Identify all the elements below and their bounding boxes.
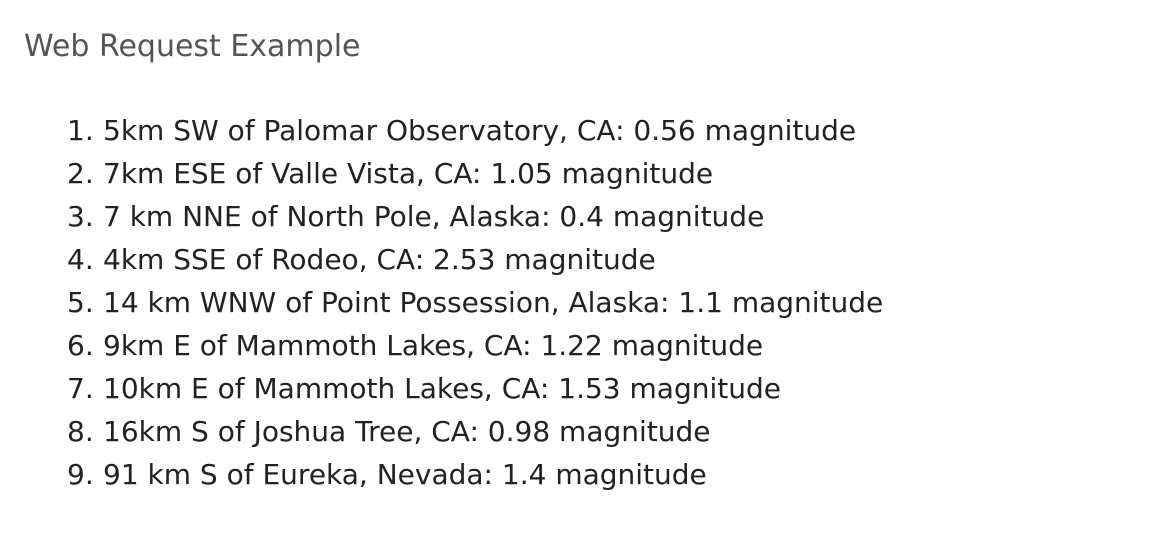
list-item: 1. 5km SW of Palomar Observatory, CA: 0.5… [67, 109, 883, 152]
earthquake-list: 1. 5km SW of Palomar Observatory, CA: 0.5… [67, 109, 883, 496]
list-item-text: 5km SW of Palomar Observatory, CA: 0.56 … [103, 114, 857, 147]
list-item-text: 4km SSE of Rodeo, CA: 2.53 magnitude [103, 243, 656, 276]
list-item-number: 7. [67, 372, 94, 405]
list-item: 4. 4km SSE of Rodeo, CA: 2.53 magnitude [67, 238, 883, 281]
list-item-text: 7km ESE of Valle Vista, CA: 1.05 magnitu… [103, 157, 714, 190]
list-item: 5. 14 km WNW of Point Possession, Alaska:… [67, 281, 883, 324]
list-item-number: 1. [67, 114, 94, 147]
list-item-text: 16km S of Joshua Tree, CA: 0.98 magnitud… [103, 415, 711, 448]
list-item: 3. 7 km NNE of North Pole, Alaska: 0.4 ma… [67, 195, 883, 238]
list-item-text: 9km E of Mammoth Lakes, CA: 1.22 magnitu… [103, 329, 764, 362]
list-item-number: 8. [67, 415, 94, 448]
list-item: 9. 91 km S of Eureka, Nevada: 1.4 magnitu… [67, 453, 883, 496]
list-item-number: 9. [67, 458, 94, 491]
list-item: 2. 7km ESE of Valle Vista, CA: 1.05 magni… [67, 152, 883, 195]
list-item-text: 7 km NNE of North Pole, Alaska: 0.4 magn… [103, 200, 765, 233]
list-item: 8. 16km S of Joshua Tree, CA: 0.98 magnit… [67, 410, 883, 453]
list-item-number: 3. [67, 200, 94, 233]
list-item: 6. 9km E of Mammoth Lakes, CA: 1.22 magni… [67, 324, 883, 367]
list-item-number: 5. [67, 286, 94, 319]
list-item-number: 2. [67, 157, 94, 190]
list-item-text: 91 km S of Eureka, Nevada: 1.4 magnitude [103, 458, 707, 491]
page-title: Web Request Example [24, 29, 361, 64]
list-item: 7. 10km E of Mammoth Lakes, CA: 1.53 magn… [67, 367, 883, 410]
list-item-text: 14 km WNW of Point Possession, Alaska: 1… [103, 286, 884, 319]
list-item-number: 6. [67, 329, 94, 362]
list-item-text: 10km E of Mammoth Lakes, CA: 1.53 magnit… [103, 372, 781, 405]
list-item-number: 4. [67, 243, 94, 276]
